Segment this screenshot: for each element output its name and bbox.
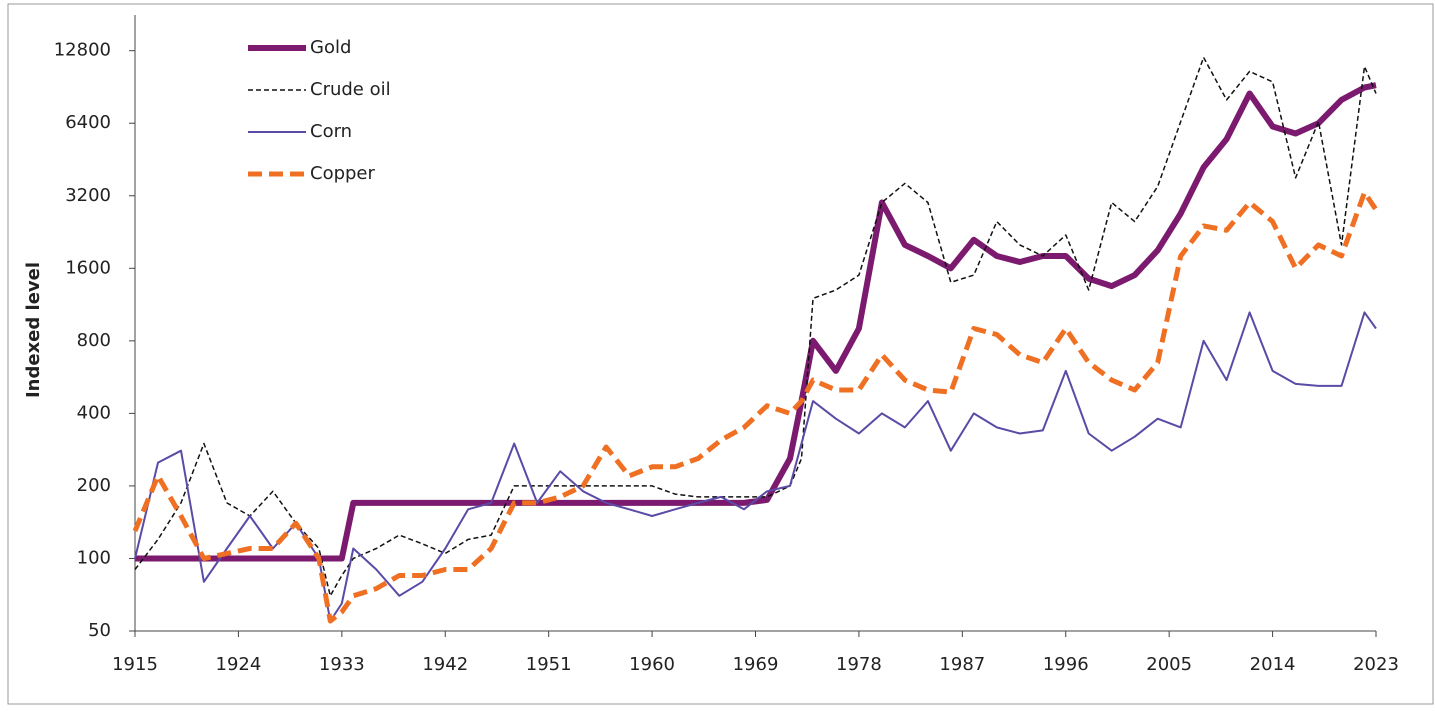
x-tick-label: 1951 (526, 654, 572, 675)
x-tick-label: 2014 (1250, 654, 1296, 675)
y-tick-label: 400 (77, 402, 111, 423)
legend-label: Gold (310, 37, 351, 58)
x-tick-label: 1978 (836, 654, 882, 675)
series-line (134, 311, 1377, 622)
legend-label: Crude oil (310, 79, 391, 100)
y-tick-label: 100 (77, 547, 111, 568)
x-tick-label: 1942 (422, 654, 468, 675)
x-tick-label: 1933 (319, 654, 365, 675)
y-axis-label: Indexed level (23, 262, 44, 398)
y-tick-label: 50 (88, 620, 111, 641)
chart-frame (7, 3, 1434, 705)
legend-label: Corn (310, 121, 352, 142)
y-tick-label: 1600 (65, 257, 111, 278)
x-tick-label: 2005 (1146, 654, 1192, 675)
y-tick-label: 6400 (65, 112, 111, 133)
x-tick-label: 1960 (629, 654, 675, 675)
y-tick-label: 800 (77, 330, 111, 351)
x-tick-label: 1996 (1043, 654, 1089, 675)
x-tick-label: 1969 (733, 654, 779, 675)
x-tick-label: 1924 (216, 654, 262, 675)
x-tick-label: 2023 (1353, 654, 1399, 675)
x-tick-label: 1915 (112, 654, 158, 675)
series-line (134, 56, 1377, 597)
y-tick-label: 200 (77, 475, 111, 496)
series-line (132, 190, 1379, 624)
x-tick-label: 1987 (939, 654, 985, 675)
y-tick-label: 3200 (65, 185, 111, 206)
y-tick-label: 12800 (54, 40, 111, 61)
legend-label: Copper (310, 163, 376, 184)
